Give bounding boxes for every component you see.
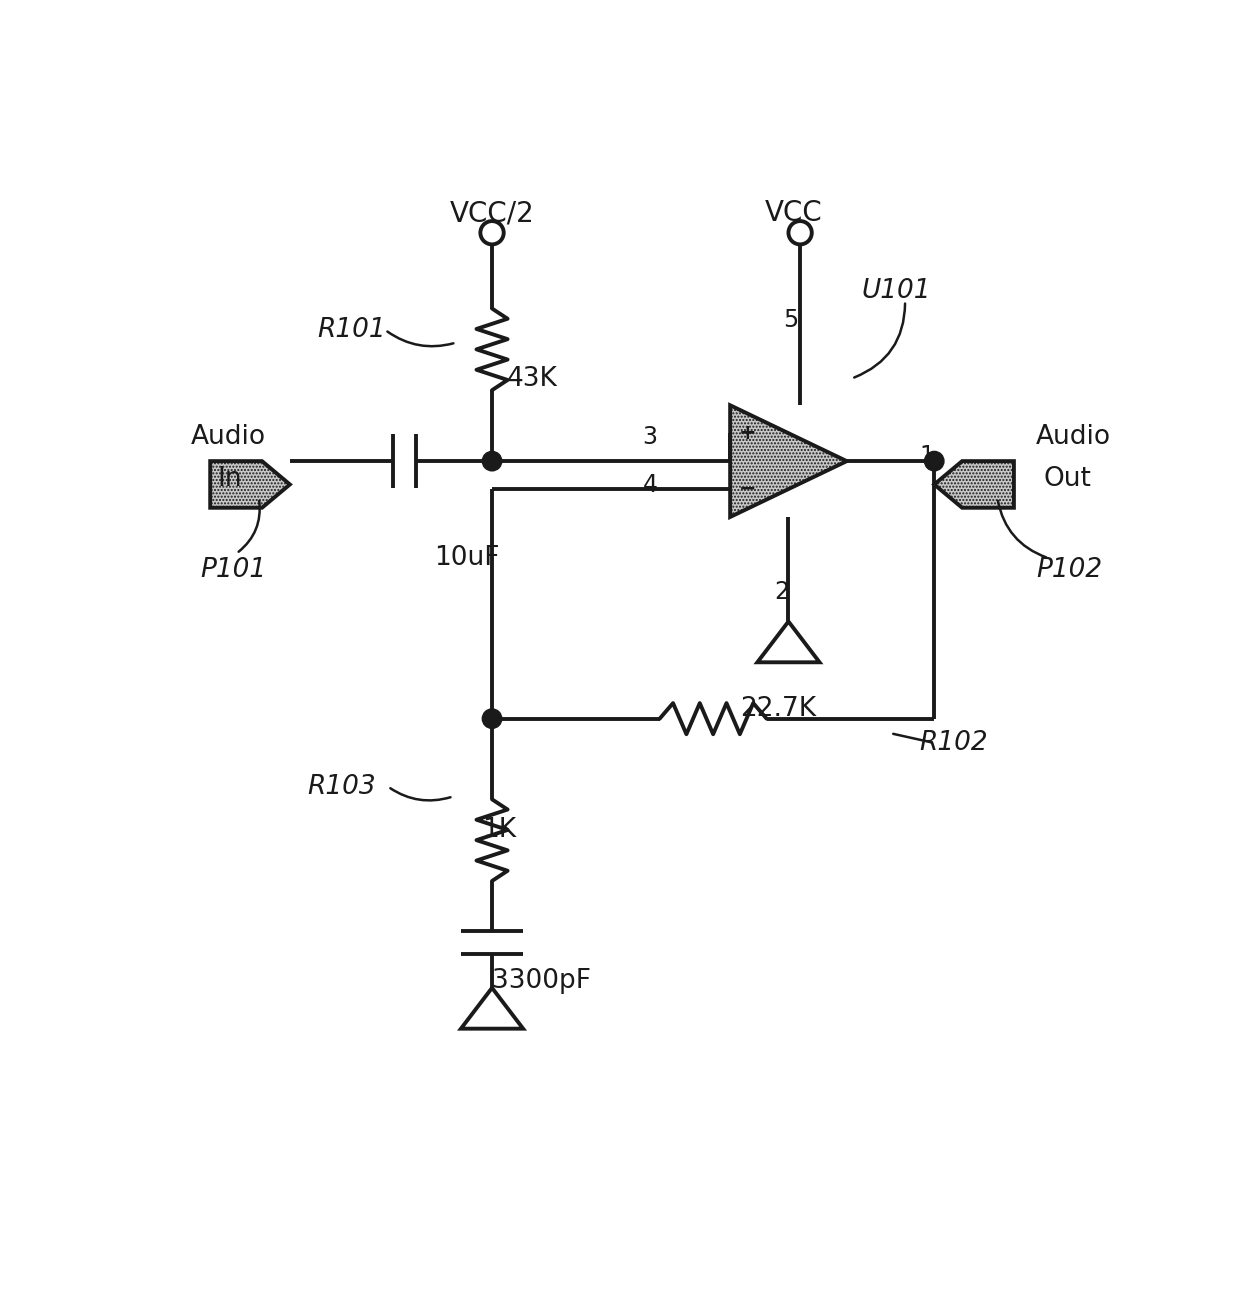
Text: Out: Out: [1043, 466, 1091, 492]
Text: VCC/2: VCC/2: [450, 200, 534, 227]
Text: P102: P102: [1036, 557, 1102, 583]
Text: −: −: [739, 479, 756, 498]
Text: 3300pF: 3300pF: [492, 968, 591, 994]
Circle shape: [924, 452, 944, 471]
Text: VCC: VCC: [765, 200, 823, 227]
Text: 43K: 43K: [507, 366, 558, 392]
Text: Audio: Audio: [191, 424, 266, 450]
Text: R102: R102: [919, 729, 988, 755]
Text: R101: R101: [317, 317, 386, 343]
Circle shape: [480, 221, 504, 244]
Polygon shape: [934, 461, 1014, 508]
Text: In: In: [217, 466, 242, 492]
Text: Audio: Audio: [1036, 424, 1111, 450]
Text: 5: 5: [784, 308, 799, 332]
Circle shape: [483, 452, 502, 471]
Text: 10uF: 10uF: [434, 545, 499, 571]
Text: 3: 3: [643, 424, 657, 449]
Text: R103: R103: [307, 774, 376, 800]
Polygon shape: [211, 461, 290, 508]
Text: +: +: [739, 423, 756, 443]
Text: 2: 2: [774, 580, 789, 605]
Text: 22.7K: 22.7K: [740, 696, 816, 722]
Text: P101: P101: [201, 557, 267, 583]
Polygon shape: [730, 405, 846, 517]
Text: U101: U101: [861, 278, 930, 304]
Circle shape: [789, 221, 811, 244]
Text: 4: 4: [643, 474, 657, 497]
Circle shape: [483, 709, 502, 728]
Text: 1: 1: [919, 444, 934, 469]
Text: 1K: 1K: [483, 818, 517, 844]
